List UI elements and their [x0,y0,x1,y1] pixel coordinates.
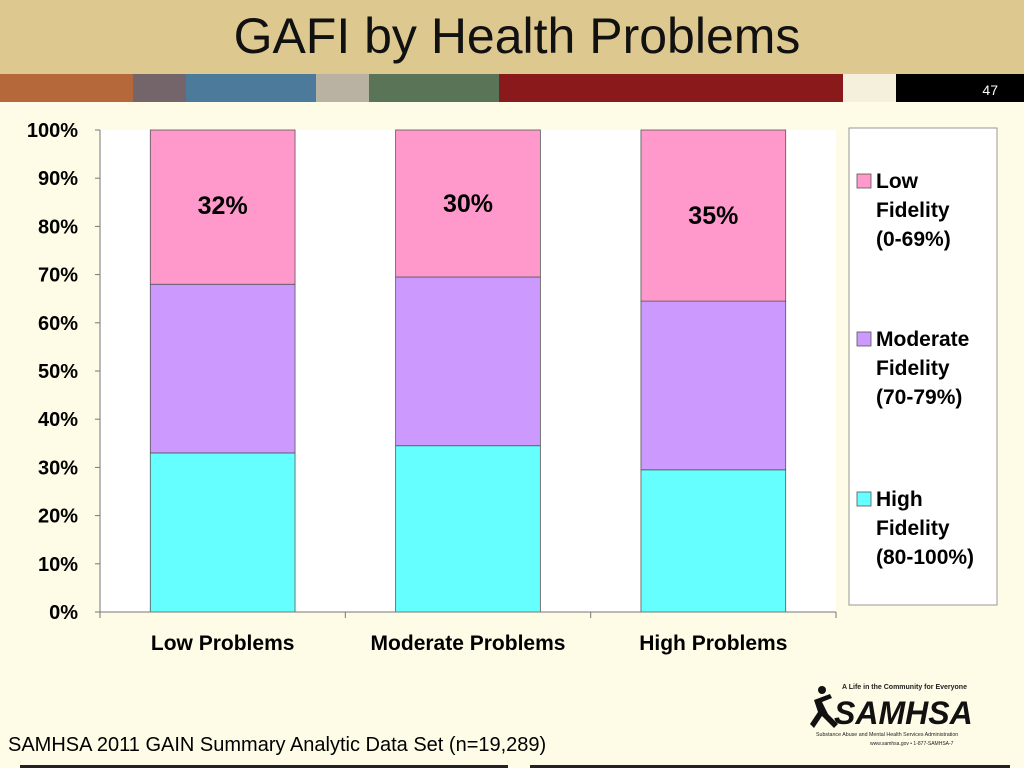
bar-1-cat-2 [395,445,541,613]
y-tick-label: 50% [38,361,78,383]
data-label: 32% [198,192,248,220]
legend-label: (0-69%) [876,228,951,251]
slide-number: 47 [982,82,998,98]
legend-swatch [856,491,872,507]
logo-tagline: A Life in the Community for Everyone [842,684,967,691]
legend-label: Moderate [876,328,969,351]
bar-2-cat-1 [149,283,296,454]
y-tick-label: 100% [27,120,78,142]
legend-label: Fidelity [876,199,950,222]
bar-1-cat-1 [149,452,296,613]
title-band [0,0,1024,74]
legend-label: Low [876,170,919,193]
y-tick-label: 0% [49,602,78,624]
samhsa-logo: A Life in the Community for Everyone SAM… [810,684,973,747]
legend-swatch [856,331,872,347]
bar-2-cat-3 [640,300,787,471]
slide-title: GAFI by Health Problems [233,8,801,64]
bar-3-cat-2 [395,129,541,278]
data-label: 30% [443,190,493,218]
stacked-bar-chart: 0% 10% 20% 30% 40% 50% 60% 70% 80% 90% 100% Low Pr… [27,120,998,655]
logo-contact: www.samhsa.gov • 1-877-SAMHSA-7 [870,741,954,747]
y-tick-label: 80% [38,216,78,238]
bar-2-cat-2 [395,276,541,447]
stripe-2 [133,74,186,102]
y-tick-label: 70% [38,265,78,287]
stripe-8 [896,74,1024,102]
bar-1-cat-3 [640,469,787,613]
y-tick-label: 30% [38,457,78,479]
x-category-label: Moderate Problems [371,632,566,655]
y-tick-label: 60% [38,313,78,335]
source-note: SAMHSA 2011 GAIN Summary Analytic Data S… [8,734,547,756]
legend-box [848,127,998,606]
bar-3-cat-3 [640,129,787,302]
stripe-4 [316,74,369,102]
stripe-5 [369,74,499,102]
legend-label: (80-100%) [876,546,974,569]
figure-icon [810,686,838,728]
logo-subtitle: Substance Abuse and Mental Health Servic… [816,732,958,738]
legend-label: (70-79%) [876,386,962,409]
x-category-label: High Problems [639,632,787,655]
y-tick-label: 90% [38,168,78,190]
stripe-1 [0,74,133,102]
bar-3-cat-1 [149,129,296,285]
legend-swatch [856,173,872,189]
stripe-6 [499,74,843,102]
logo-name: SAMHSA [834,695,973,731]
stripe-7 [843,74,896,102]
y-tick-label: 20% [38,506,78,528]
stripe-3 [186,74,316,102]
x-category-label: Low Problems [151,632,295,655]
legend-label: Fidelity [876,357,950,380]
y-tick-label: 40% [38,409,78,431]
bottom-rule-left [20,765,508,768]
legend-label: High [876,488,923,511]
legend-label: Fidelity [876,517,950,540]
bottom-rule-right [530,765,1010,768]
data-label: 35% [688,202,738,230]
y-tick-label: 10% [38,554,78,576]
